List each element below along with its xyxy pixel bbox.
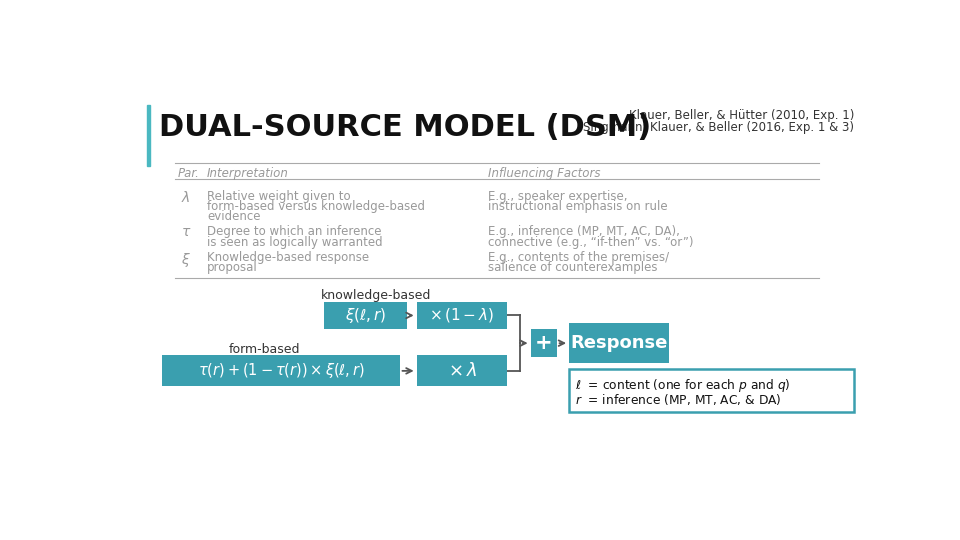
Text: knowledge-based: knowledge-based xyxy=(322,289,432,302)
Text: Knowledge-based response: Knowledge-based response xyxy=(207,251,370,264)
Text: $\xi$: $\xi$ xyxy=(180,251,191,269)
Text: Interpretation: Interpretation xyxy=(207,167,289,180)
Text: Relative weight given to: Relative weight given to xyxy=(207,190,350,202)
FancyBboxPatch shape xyxy=(162,355,399,386)
FancyBboxPatch shape xyxy=(324,301,407,329)
Text: Influencing Factors: Influencing Factors xyxy=(488,167,601,180)
Text: is seen as logically warranted: is seen as logically warranted xyxy=(207,236,383,249)
Text: Par.: Par. xyxy=(178,167,200,180)
FancyBboxPatch shape xyxy=(417,355,508,386)
Text: DUAL-SOURCE MODEL (DSM): DUAL-SOURCE MODEL (DSM) xyxy=(159,112,652,141)
Text: E.g., speaker expertise,: E.g., speaker expertise, xyxy=(488,190,628,202)
FancyBboxPatch shape xyxy=(531,329,557,357)
Bar xyxy=(147,105,150,166)
Text: $\xi(\ell,r)$: $\xi(\ell,r)$ xyxy=(345,306,387,325)
FancyBboxPatch shape xyxy=(417,301,508,329)
FancyBboxPatch shape xyxy=(569,369,853,411)
Text: $\tau$: $\tau$ xyxy=(180,225,191,239)
Text: Singmann, Klauer, & Beller (2016, Exp. 1 & 3): Singmann, Klauer, & Beller (2016, Exp. 1… xyxy=(583,121,853,134)
Text: salience of counterexamples: salience of counterexamples xyxy=(488,261,658,274)
Text: $\ell$  = content (one for each $p$ and $q$): $\ell$ = content (one for each $p$ and $… xyxy=(575,377,791,394)
Text: +: + xyxy=(535,333,552,353)
Text: Degree to which an inference: Degree to which an inference xyxy=(207,225,382,238)
Text: $\tau(r) + (1-\tau(r))\times\xi(\ell,r)$: $\tau(r) + (1-\tau(r))\times\xi(\ell,r)$ xyxy=(198,361,365,380)
Text: proposal: proposal xyxy=(207,261,258,274)
Text: $\lambda$: $\lambda$ xyxy=(180,190,190,205)
Text: form-based: form-based xyxy=(229,343,300,356)
FancyBboxPatch shape xyxy=(569,323,669,363)
Text: Klauer, Beller, & Hütter (2010, Exp. 1): Klauer, Beller, & Hütter (2010, Exp. 1) xyxy=(629,110,853,123)
Text: $\times\,\lambda$: $\times\,\lambda$ xyxy=(447,362,476,380)
Text: $\times\,(1-\lambda)$: $\times\,(1-\lambda)$ xyxy=(429,306,494,325)
Text: instructional emphasis on rule: instructional emphasis on rule xyxy=(488,200,668,213)
Text: $r$  = inference (MP, MT, AC, & DA): $r$ = inference (MP, MT, AC, & DA) xyxy=(575,393,781,408)
Text: evidence: evidence xyxy=(207,211,260,224)
Text: E.g., contents of the premises/: E.g., contents of the premises/ xyxy=(488,251,669,264)
Text: connective (e.g., “if-then” vs. “or”): connective (e.g., “if-then” vs. “or”) xyxy=(488,236,694,249)
Text: form-based versus knowledge-based: form-based versus knowledge-based xyxy=(207,200,425,213)
Text: Response: Response xyxy=(570,334,668,352)
Text: E.g., inference (MP, MT, AC, DA),: E.g., inference (MP, MT, AC, DA), xyxy=(488,225,680,238)
